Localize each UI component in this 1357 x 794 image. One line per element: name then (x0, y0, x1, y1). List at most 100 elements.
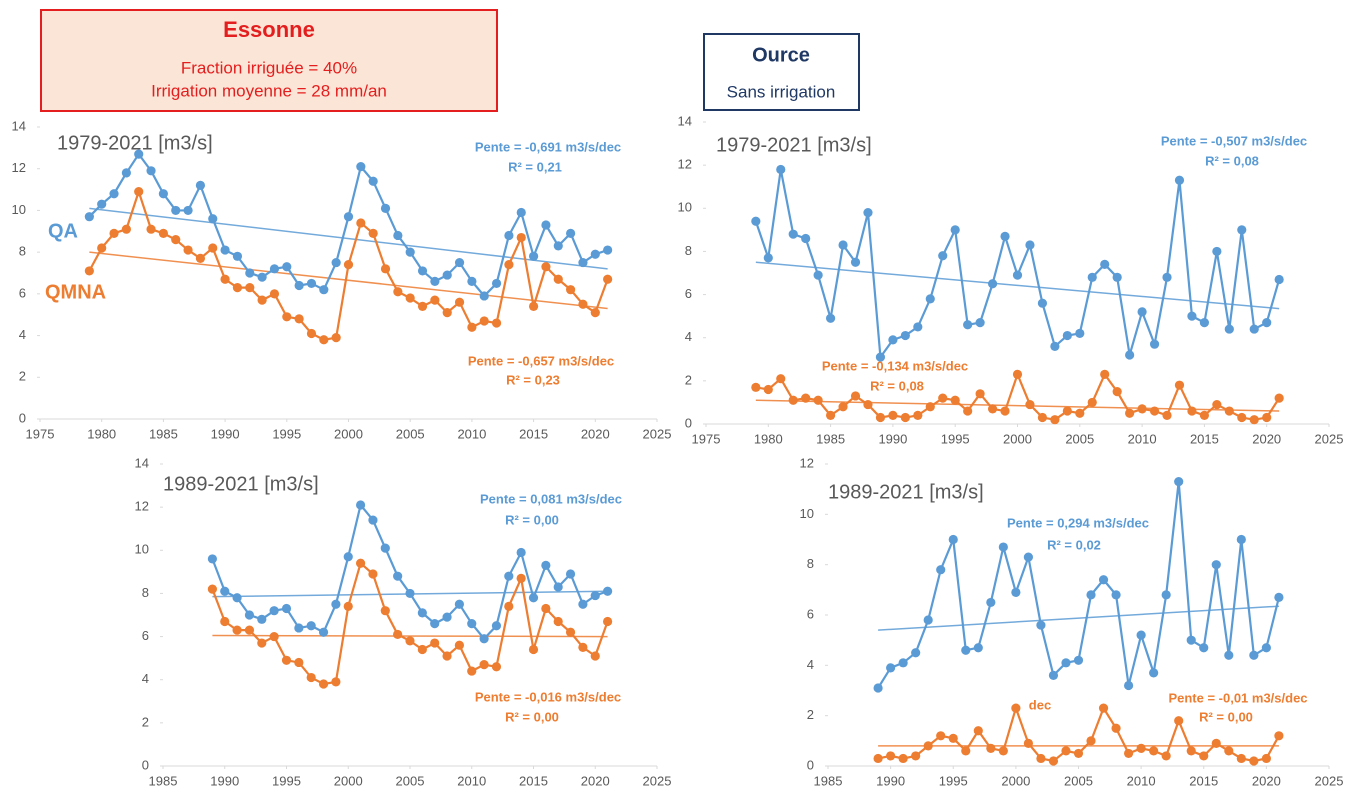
data-point (516, 207, 526, 218)
x-tick-label: 2005 (1064, 773, 1093, 788)
data-point (306, 278, 317, 289)
data-point (356, 218, 366, 228)
data-point (987, 404, 998, 414)
annotation: Pente = 0,081 m3/s/dec (480, 491, 622, 506)
data-point (541, 603, 551, 614)
data-point (516, 573, 526, 583)
data-point (1224, 746, 1234, 756)
data-point (158, 228, 168, 238)
data-point (925, 402, 935, 412)
data-point (84, 212, 94, 222)
y-tick-label: 10 (12, 202, 26, 217)
x-tick-label: 2025 (1315, 431, 1344, 446)
data-point (504, 601, 514, 611)
data-point (838, 402, 848, 412)
data-point (319, 335, 329, 345)
data-point (417, 266, 428, 276)
data-point (886, 663, 896, 673)
data-point (318, 679, 329, 689)
x-tick-label: 1995 (272, 773, 301, 788)
data-point (801, 233, 811, 244)
data-point (923, 741, 933, 751)
data-point (257, 638, 267, 648)
data-point (1011, 703, 1021, 713)
data-point (850, 257, 861, 267)
y-tick-label: 4 (685, 329, 692, 344)
data-point (1000, 406, 1010, 416)
data-point (1075, 408, 1085, 418)
data-point (1025, 399, 1035, 410)
y-tick-label: 12 (135, 499, 149, 514)
data-point (491, 278, 502, 289)
data-point (343, 552, 353, 562)
trendline (89, 251, 608, 310)
data-point (938, 393, 948, 403)
data-point (1011, 587, 1021, 597)
data-point (963, 320, 973, 330)
data-point (1087, 397, 1097, 408)
data-point (158, 189, 168, 199)
data-point (281, 655, 292, 665)
data-point (900, 412, 910, 423)
y-tick-label: 4 (19, 327, 26, 342)
data-point (529, 251, 539, 261)
y-tick-label: 2 (807, 707, 814, 722)
data-point (1274, 731, 1284, 741)
x-tick-label: 1985 (816, 431, 845, 446)
data-point (936, 565, 946, 575)
y-tick-label: 8 (142, 585, 149, 600)
data-point (319, 285, 329, 295)
data-point (1249, 650, 1259, 660)
data-point (331, 333, 341, 343)
data-point (1236, 753, 1246, 764)
data-point (1112, 272, 1122, 282)
data-point (183, 205, 193, 216)
data-point (1036, 620, 1046, 630)
data-point (529, 301, 539, 311)
annotation: Pente = -0,016 m3/s/dec (475, 689, 621, 704)
x-tick-label: 1985 (149, 773, 178, 788)
ource-box (703, 33, 860, 111)
x-tick-label: 2000 (1003, 431, 1032, 446)
x-tick-label: 2015 (1190, 431, 1219, 446)
essonne-box (40, 9, 498, 112)
header-line: Sans irrigation (727, 82, 836, 101)
x-tick-label: 1990 (211, 426, 240, 441)
data-point (442, 651, 452, 661)
data-point (751, 382, 761, 392)
data-point (875, 352, 886, 362)
y-tick-label: 2 (685, 372, 692, 387)
data-point (195, 180, 206, 190)
data-point (1075, 328, 1085, 338)
data-point (1274, 592, 1284, 602)
chart-title: 1979-2021 [m3/s] (716, 134, 872, 156)
data-point (578, 299, 588, 309)
data-point (1224, 406, 1234, 416)
data-point (1187, 406, 1197, 416)
data-point (553, 582, 563, 592)
data-point (479, 634, 489, 644)
data-point (541, 560, 551, 570)
data-point (417, 644, 427, 655)
y-tick-label: 14 (678, 113, 692, 128)
data-point (405, 636, 415, 646)
data-point (566, 228, 576, 238)
data-point (1061, 658, 1071, 668)
y-tick-label: 0 (685, 415, 692, 430)
data-point (269, 289, 280, 299)
x-tick-label: 1990 (878, 431, 907, 446)
data-point (873, 683, 883, 693)
data-point (109, 189, 119, 199)
annotation: Pente = -0,657 m3/s/dec (468, 353, 614, 368)
data-point (220, 586, 230, 596)
data-point (109, 228, 119, 238)
header-line: Irrigation moyenne = 28 mm/an (151, 81, 387, 100)
data-point (578, 257, 588, 268)
data-point (491, 621, 502, 631)
annotation: R² = 0,08 (870, 378, 924, 393)
data-point (245, 283, 255, 293)
data-point (986, 743, 996, 753)
data-point (826, 410, 836, 420)
x-tick-label: 2010 (457, 426, 486, 441)
data-point (294, 657, 304, 668)
